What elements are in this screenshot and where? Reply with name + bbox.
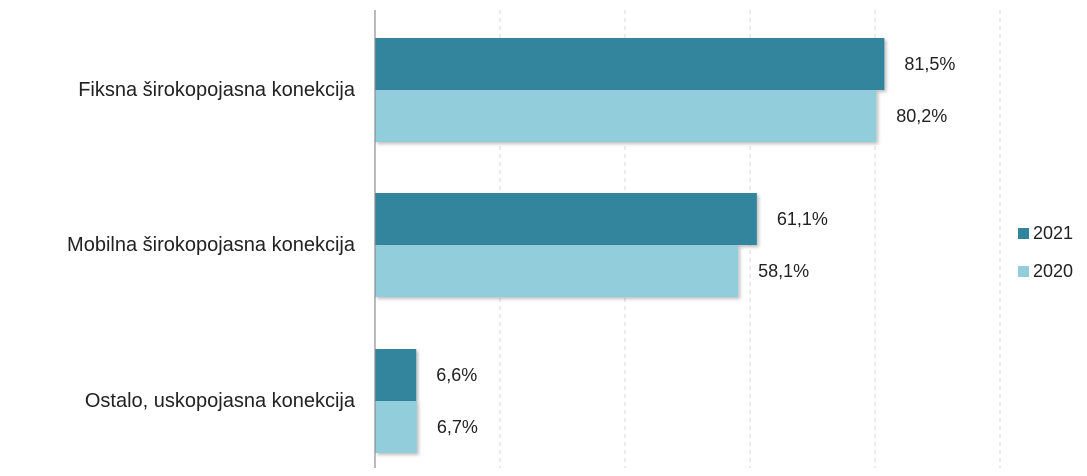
bar-2020-2: [375, 401, 417, 453]
category-label: Fiksna širokopojasna konekcija: [78, 79, 356, 101]
data-label: 6,7%: [437, 417, 478, 437]
category-label: Ostalo, uskopojasna konekcija: [85, 390, 356, 412]
legend-label: 2020: [1033, 261, 1073, 281]
bar-2021-1: [375, 193, 757, 245]
data-label: 81,5%: [904, 54, 955, 74]
data-labels: 81,5% 80,2% 61,1% 58,1% 6,6% 6,7%: [436, 54, 955, 437]
data-label: 6,6%: [436, 365, 477, 385]
bars: [375, 38, 885, 453]
bar-2020-1: [375, 245, 739, 297]
legend: 2021 2020: [1018, 223, 1073, 281]
category-labels: Fiksna širokopojasna konekcija Mobilna ši…: [67, 79, 356, 412]
data-label: 61,1%: [777, 209, 828, 229]
bar-2021-2: [375, 349, 417, 401]
legend-label: 2021: [1033, 223, 1073, 243]
data-label: 80,2%: [896, 106, 947, 126]
legend-swatch: [1018, 266, 1029, 277]
legend-swatch: [1018, 228, 1029, 239]
bar-2021-0: [375, 38, 885, 90]
data-label: 58,1%: [758, 261, 809, 281]
category-label: Mobilna širokopojasna konekcija: [67, 234, 356, 256]
bar-2020-0: [375, 90, 877, 142]
